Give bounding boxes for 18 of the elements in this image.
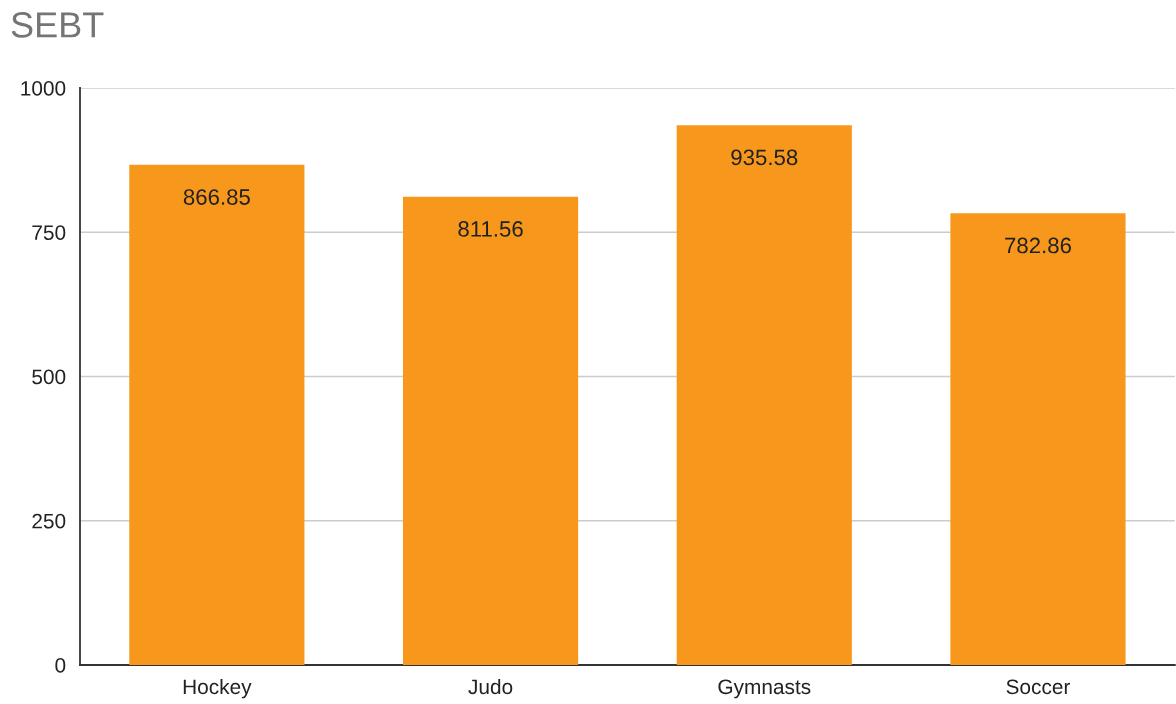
- y-tick-label: 250: [32, 513, 66, 529]
- bar: [402, 196, 579, 665]
- bar: [950, 213, 1126, 665]
- x-tick-label: Soccer: [1006, 679, 1071, 695]
- y-tick-label: 1000: [21, 81, 66, 96]
- y-tick-label: 750: [32, 225, 66, 240]
- chart-title: SEBT: [11, 12, 104, 38]
- bar: [676, 125, 852, 665]
- x-tick-label: Judo: [468, 678, 513, 695]
- data-label: 811.56: [458, 221, 523, 237]
- x-tick-label: Hockey: [183, 678, 252, 699]
- data-label: 935.58: [731, 149, 798, 166]
- data-label: 782.86: [1005, 237, 1071, 254]
- bar: [129, 164, 305, 665]
- data-label: 866.85: [183, 189, 250, 205]
- y-tick-label: 500: [32, 369, 66, 385]
- x-tick-label: Gymnasts: [718, 679, 811, 699]
- y-tick-label: 0: [55, 658, 66, 673]
